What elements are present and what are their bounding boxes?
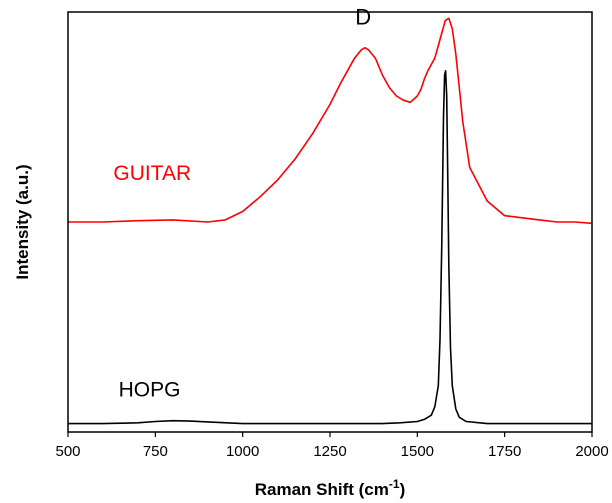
x-axis-title-close: ) [400,480,406,499]
x-tick-label: 500 [55,443,80,460]
x-tick-label: 750 [143,443,168,460]
x-axis-title: Raman Shift (cm-1) [255,477,405,499]
x-tick-label: 1500 [401,443,434,460]
x-axis: 500 750 1000 1250 1500 1750 2000 [55,432,608,460]
series-layer [68,18,592,423]
series-label-hopg: HOPG [119,378,181,401]
series-label-guitar: GUITAR [113,162,191,185]
x-tick-label: 2000 [575,443,608,460]
y-axis-title: Intensity (a.u.) [13,164,32,279]
x-tick-label: 1000 [226,443,259,460]
series-line-hopg [68,71,592,424]
x-tick-label: 1750 [488,443,521,460]
labels-layer: GUITARHOPGDG [113,0,453,401]
x-tick-label: 1250 [313,443,346,460]
x-axis-title-superscript: -1 [389,477,400,491]
peak-label-d: D [355,5,371,30]
x-axis-title-main: Raman Shift (cm [255,480,389,499]
series-line-guitar [68,18,592,223]
plot-frame [68,12,592,432]
